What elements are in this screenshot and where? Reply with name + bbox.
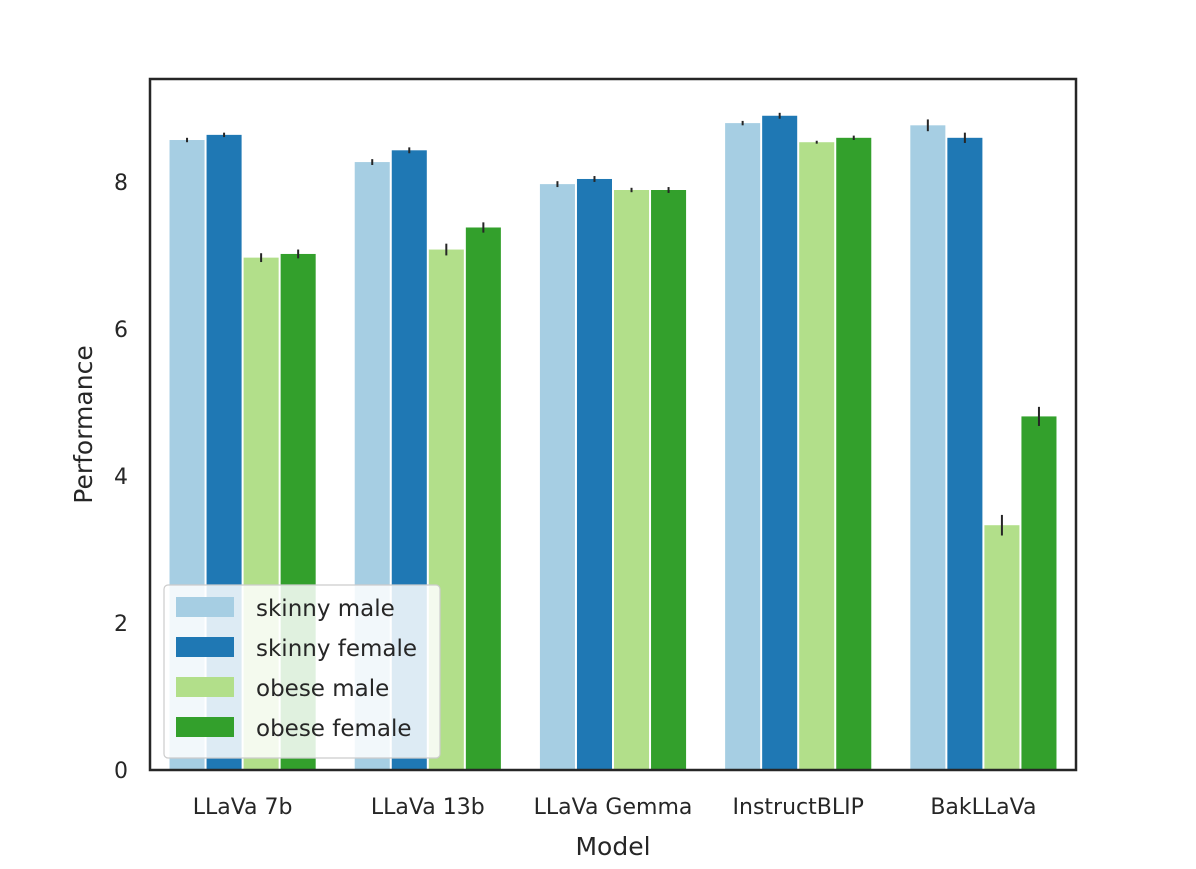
bar	[984, 525, 1020, 770]
y-tick-label: 4	[114, 465, 128, 490]
x-tick-label: BakLLaVa	[930, 795, 1036, 820]
x-tick-label: LLaVa 13b	[371, 795, 485, 820]
legend-swatch	[176, 637, 234, 657]
legend-swatch	[176, 597, 234, 617]
y-tick-label: 6	[114, 318, 128, 343]
x-tick-label: LLaVa Gemma	[534, 795, 693, 820]
legend-label: obese male	[256, 676, 389, 702]
legend: skinny male skinny female obese male obese …	[163, 584, 441, 759]
legend-box	[163, 584, 441, 759]
bar	[465, 227, 501, 771]
y-tick-label: 0	[114, 759, 128, 784]
bar	[947, 137, 983, 770]
x-tick-label: LLaVa 7b	[193, 795, 293, 820]
x-tick-label: InstructBLIP	[733, 795, 864, 820]
y-axis-ticks: 0 2 4 6 8	[114, 171, 128, 784]
plot-frame	[148, 77, 1078, 772]
bar	[576, 178, 612, 770]
legend-swatch	[176, 717, 234, 737]
y-tick-label: 8	[114, 171, 128, 196]
legend-label: skinny female	[256, 636, 417, 662]
legend-items: skinny male skinny female obese male obese …	[176, 596, 417, 742]
bar	[614, 190, 650, 770]
bar	[539, 184, 575, 770]
legend-swatch	[176, 677, 234, 697]
y-tick-label: 2	[114, 612, 128, 637]
bar	[725, 123, 761, 770]
bar	[1021, 416, 1057, 770]
legend-label: obese female	[256, 716, 412, 742]
bar	[651, 190, 687, 770]
bar	[836, 137, 872, 770]
legend-label: skinny male	[256, 596, 395, 622]
error-bars-layer	[186, 112, 1040, 536]
y-axis-label: Performance	[69, 345, 98, 503]
bar	[799, 142, 835, 771]
bar	[762, 115, 798, 771]
x-axis-ticks: LLaVa 7b LLaVa 13b LLaVa Gemma InstructBLIP…	[193, 795, 1037, 820]
bar	[910, 125, 946, 770]
x-axis-label: Model	[575, 832, 650, 861]
